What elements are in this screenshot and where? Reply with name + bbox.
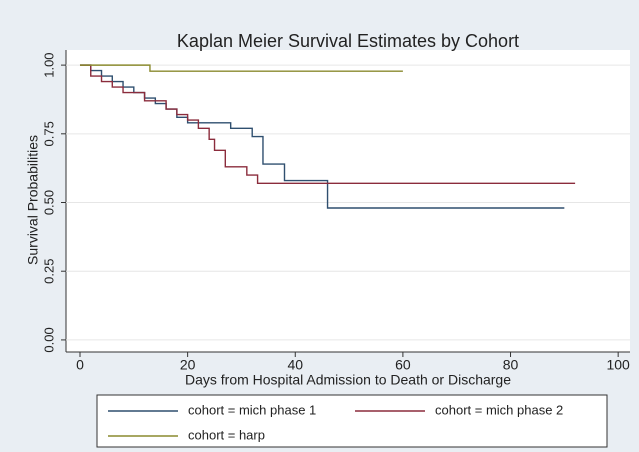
chart-title: Kaplan Meier Survival Estimates by Cohor… xyxy=(177,31,519,51)
x-tick-label: 60 xyxy=(395,357,411,373)
legend-label: cohort = mich phase 2 xyxy=(435,402,563,417)
y-tick-label: 1.00 xyxy=(41,52,56,77)
x-tick-label: 100 xyxy=(606,357,630,373)
x-tick-label: 40 xyxy=(287,357,303,373)
y-axis-title: Survival Probabilities xyxy=(25,135,41,265)
y-tick-label: 0.75 xyxy=(41,121,56,146)
plot-area xyxy=(66,50,630,352)
x-tick-label: 0 xyxy=(76,357,84,373)
y-tick-label: 0.50 xyxy=(41,190,56,215)
legend-label: cohort = harp xyxy=(188,427,265,442)
y-tick-label: 0.00 xyxy=(41,327,56,352)
survival-line xyxy=(79,64,576,184)
x-axis-title: Days from Hospital Admission to Death or… xyxy=(185,372,511,388)
survival-line xyxy=(79,64,403,72)
legend-label: cohort = mich phase 1 xyxy=(188,402,316,417)
x-tick-label: 80 xyxy=(503,357,519,373)
y-tick-label: 0.25 xyxy=(41,259,56,284)
legend-box xyxy=(96,394,608,448)
x-tick-label: 20 xyxy=(180,357,196,373)
